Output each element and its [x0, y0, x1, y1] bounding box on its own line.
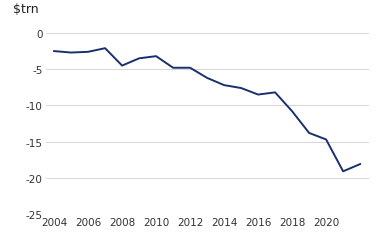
Text: $trn: $trn: [13, 3, 39, 16]
